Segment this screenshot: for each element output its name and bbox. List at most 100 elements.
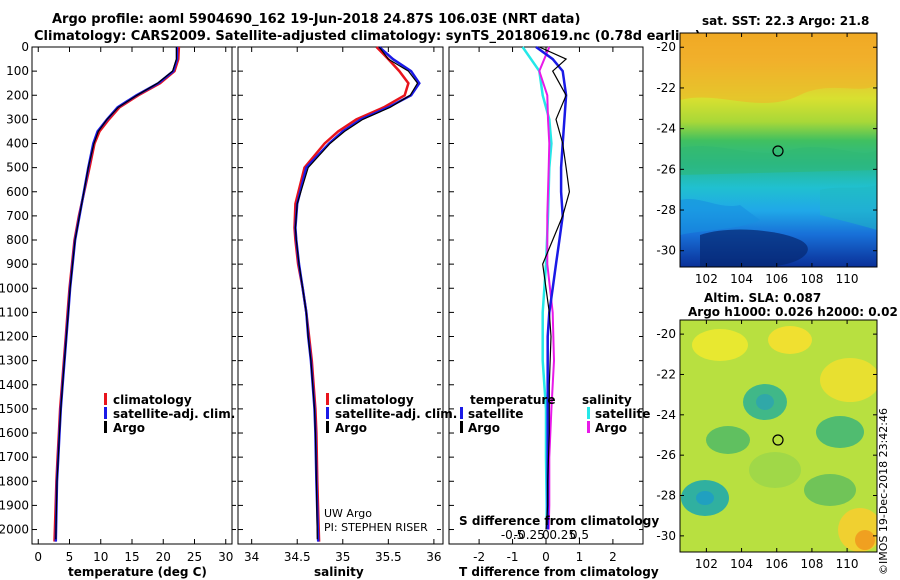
sst-map-frame xyxy=(679,32,878,268)
depth-tick-label: 200 xyxy=(6,88,29,102)
salinity-legend: climatology satellite-adj. clim. Argo xyxy=(326,393,457,435)
sdiff-tick-label: 0 xyxy=(542,528,550,542)
map-lon-label: 108 xyxy=(800,272,823,286)
sla-map-title-2: Argo h1000: 0.026 h2000: 0.02 xyxy=(688,305,898,319)
temp-xtick-label: 15 xyxy=(124,550,139,564)
diff-legend-tsat: satellite xyxy=(468,407,523,421)
map-lat-label: -22 xyxy=(656,367,676,381)
map-lat-label: -24 xyxy=(656,408,676,422)
map-lat-label: -26 xyxy=(656,448,676,462)
map-lon-label: 110 xyxy=(836,557,859,571)
depth-tick-label: 2000 xyxy=(0,523,29,537)
depth-axis: 0 100 200 300 400 500 600 700 800 900 1000 1100 1200… xyxy=(0,40,643,537)
depth-tick-label: 1800 xyxy=(0,474,29,488)
sal-xtick-label: 34.5 xyxy=(284,550,311,564)
map-lat-label: -24 xyxy=(656,122,676,136)
tdiff-xtick-label: 0 xyxy=(542,550,550,564)
depth-tick-label: 1200 xyxy=(0,330,29,344)
depth-tick-label: 1900 xyxy=(0,498,29,512)
temp-sat-line xyxy=(54,47,179,542)
credit-uw-argo: UW Argo xyxy=(324,507,372,520)
difference-legend: temperature satellite Argo salinity sate… xyxy=(460,393,650,435)
diff-legend-swatch-targo xyxy=(460,421,463,433)
map-lon-label: 104 xyxy=(730,557,753,571)
imos-stamp: ©IMOS 19-Dec-2018 23:42:46 xyxy=(877,408,890,575)
depth-tick-label: 1600 xyxy=(0,426,29,440)
map-lon-label: 106 xyxy=(765,557,788,571)
diff-legend-targo: Argo xyxy=(468,421,500,435)
sal-sat-line xyxy=(294,46,421,542)
map-lat-label: -28 xyxy=(656,203,676,217)
tdiff-xtick-label: -1 xyxy=(507,550,519,564)
sal-clim-line xyxy=(293,46,410,542)
map-lat-label: -30 xyxy=(656,529,676,543)
map-lat-label: -22 xyxy=(656,81,676,95)
temp-xtick-label: 0 xyxy=(34,550,42,564)
sal-xtick-label: 36 xyxy=(426,550,441,564)
map-lat-label: -20 xyxy=(656,40,676,54)
depth-tick-label: 1500 xyxy=(0,402,29,416)
depth-tick-label: 600 xyxy=(6,185,29,199)
sal-legend-swatch-argo xyxy=(326,421,329,433)
temperature-xlabel: temperature (deg C) xyxy=(68,565,207,579)
sdiff-tick-label: 0.25 xyxy=(549,528,576,542)
temp-argo-line xyxy=(55,47,177,540)
sst-argo-marker xyxy=(772,145,784,157)
temperature-legend: climatology satellite-adj. clim. Argo xyxy=(104,393,235,435)
tdiff-xtick-label: 2 xyxy=(609,550,617,564)
legend-sat: satellite-adj. clim. xyxy=(113,407,235,421)
title-line-1: Argo profile: aoml 5904690_162 19-Jun-20… xyxy=(52,12,581,27)
diff-legend-temp-head: temperature xyxy=(470,393,555,407)
map-lon-label: 108 xyxy=(800,557,823,571)
sdiff-tick-label: 0.5 xyxy=(570,528,589,542)
legend-clim: climatology xyxy=(113,393,192,407)
diff-legend-sal-head: salinity xyxy=(582,393,632,407)
salinity-axes xyxy=(237,46,444,545)
map-lat-label: -26 xyxy=(656,162,676,176)
sst-map-image xyxy=(680,33,877,267)
tdiff-sat-line xyxy=(535,45,568,530)
diff-legend-sargo: Argo xyxy=(595,421,627,435)
profile-series xyxy=(53,45,571,542)
depth-tick-label: 1100 xyxy=(0,305,29,319)
map-lat-label: -30 xyxy=(656,244,676,258)
depth-tick-label: 1000 xyxy=(0,281,29,295)
depth-tick-label: 400 xyxy=(6,137,29,151)
diff-legend-swatch-tsat xyxy=(460,407,463,419)
sdiff-tick-label: -0.25 xyxy=(514,528,545,542)
sla-map-frame xyxy=(679,319,878,553)
map-lon-label: 110 xyxy=(836,272,859,286)
t-diff-xlabel: T difference from climatology xyxy=(459,565,659,579)
sdiff-argo-line xyxy=(538,46,556,530)
sal-xtick-label: 35.5 xyxy=(375,550,402,564)
temp-clim-line xyxy=(53,46,181,542)
map-lon-label: 102 xyxy=(695,557,718,571)
depth-tick-label: 300 xyxy=(6,112,29,126)
tdiff-xtick-label: 1 xyxy=(576,550,584,564)
x-axes-ticks: 0 5 10 15 20 25 30 34 34.5 35 35.5 36 -2 -1 0 1 2 -0.5-0.… xyxy=(34,47,617,564)
sla-map-title-1: Altim. SLA: 0.087 xyxy=(704,291,821,305)
map-lon-label: 106 xyxy=(765,272,788,286)
diff-legend-swatch-ssat xyxy=(587,407,590,419)
credit-pi: PI: STEPHEN RISER xyxy=(324,521,428,534)
temp-xtick-label: 10 xyxy=(93,550,108,564)
sal-xtick-label: 34 xyxy=(244,550,259,564)
legend-swatch-sat xyxy=(104,407,107,419)
depth-tick-label: 100 xyxy=(6,64,29,78)
legend-swatch-clim xyxy=(104,393,107,405)
map-lon-label: 102 xyxy=(695,272,718,286)
depth-tick-label: 1400 xyxy=(0,378,29,392)
sal-xtick-label: 35 xyxy=(335,550,350,564)
diff-legend-ssat: satellite xyxy=(595,407,650,421)
title-line-2: Climatology: CARS2009. Satellite-adjuste… xyxy=(34,29,701,44)
depth-tick-label: 800 xyxy=(6,233,29,247)
sal-argo-line xyxy=(294,46,419,540)
sal-legend-argo: Argo xyxy=(335,421,367,435)
s-diff-label: S difference from climatology xyxy=(459,514,659,528)
map-lon-label: 104 xyxy=(730,272,753,286)
temp-xtick-label: 5 xyxy=(66,550,74,564)
temperature-axes xyxy=(31,46,233,545)
diff-legend-swatch-sargo xyxy=(587,421,590,433)
map-axes-ticks: -20 -22 -24 -26 -28 -30 102 104 106 108 110 -20 -22 -… xyxy=(656,33,877,571)
sla-map-image xyxy=(680,320,877,552)
